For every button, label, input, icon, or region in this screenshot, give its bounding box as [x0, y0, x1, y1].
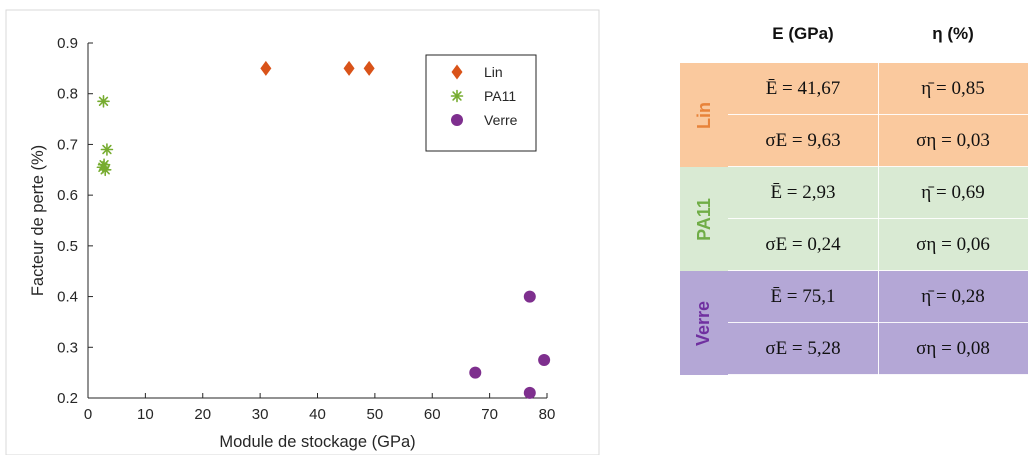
point-lin — [343, 60, 355, 76]
x-tick-label: 70 — [481, 406, 498, 423]
scatter-chart: 0 10 20 30 40 50 60 70 80 0.2 0.3 0.4 0.5 0.6 0.7 0.8 0.… — [5, 9, 600, 455]
group-label-verre: Verre — [680, 271, 728, 375]
point-verre — [523, 290, 536, 303]
cell-verre-eta-0: η̄ = 0,28 — [878, 271, 1028, 323]
stats-table: E (GPa) η (%) Lin Ē = 41,67 η̄ = 0,85 σE = 9,… — [680, 5, 1030, 385]
point-pa11 — [98, 163, 112, 177]
legend-marker-pa11 — [450, 89, 464, 103]
point-verre — [469, 366, 482, 379]
group-band-verre — [680, 271, 1028, 375]
table-header-loss-factor: η (%) — [878, 5, 1028, 63]
legend-label-pa11: PA11 — [484, 88, 516, 104]
legend-box — [425, 54, 537, 152]
cell-lin-eta-0: η̄ = 0,85 — [878, 63, 1028, 115]
legend-label-lin: Lin — [484, 64, 503, 80]
group-label-text: Lin — [693, 101, 714, 129]
point-lin — [363, 60, 375, 76]
group-label-lin: Lin — [680, 63, 728, 167]
axes: 0 10 20 30 40 50 60 70 80 0.2 0.3 0.4 0.5 0.6 0.7 0.8 0.… — [29, 35, 555, 451]
chart-canvas: 0 10 20 30 40 50 60 70 80 0.2 0.3 0.4 0.5 0.6 0.7 0.8 0.… — [5, 9, 600, 455]
point-verre — [538, 353, 551, 366]
series-pa11 — [96, 95, 114, 177]
column-divider — [878, 63, 879, 375]
x-tick-label: 10 — [137, 406, 154, 423]
group-band-lin — [680, 63, 1028, 167]
legend-marker-verre — [451, 114, 463, 126]
x-tick-label: 30 — [252, 406, 269, 423]
series-verre — [469, 290, 551, 399]
group-label-pa11: PA11 — [680, 167, 728, 271]
cell-lin-e-0: Ē = 41,67 — [728, 63, 878, 115]
cell-verre-eta-1: ση = 0,08 — [878, 323, 1028, 375]
table-header-modulus: E (GPa) — [728, 5, 878, 63]
y-tick-label: 0.9 — [57, 35, 78, 52]
asterisk-stroke — [98, 96, 109, 107]
asterisk-stroke — [102, 144, 112, 155]
y-tick-label: 0.7 — [57, 136, 78, 153]
legend: Lin PA11 Verre — [425, 54, 537, 152]
cell-pa11-eta-0: η̄ = 0,69 — [878, 167, 1028, 219]
asterisk-stroke — [100, 165, 110, 175]
cell-lin-e-1: σE = 9,63 — [728, 115, 878, 167]
x-axis-label: Module de stockage (GPa) — [219, 433, 415, 451]
legend-label-verre: Verre — [484, 112, 518, 128]
cell-verre-e-1: σE = 5,28 — [728, 323, 878, 375]
cell-pa11-eta-1: ση = 0,06 — [878, 219, 1028, 271]
point-verre — [523, 386, 536, 399]
group-label-text: PA11 — [693, 197, 714, 241]
legend-marker-lin — [451, 64, 463, 80]
data-marks — [96, 60, 551, 399]
x-tick-label: 40 — [309, 406, 326, 423]
y-tick-label: 0.3 — [57, 339, 78, 356]
point-pa11 — [97, 95, 110, 108]
x-tick-label: 0 — [84, 406, 92, 423]
cell-pa11-e-1: σE = 0,24 — [728, 219, 878, 271]
x-tick-label: 50 — [367, 406, 384, 423]
point-lin — [260, 60, 272, 76]
y-tick-label: 0.4 — [57, 289, 78, 306]
x-tick-label: 80 — [539, 406, 556, 423]
cell-pa11-e-0: Ē = 2,93 — [728, 167, 878, 219]
x-tick-label: 60 — [424, 406, 441, 423]
cell-verre-e-0: Ē = 75,1 — [728, 271, 878, 323]
y-axis-label: Facteur de perte (%) — [29, 145, 47, 296]
y-tick-label: 0.6 — [57, 187, 78, 204]
asterisk-stroke — [452, 91, 462, 101]
group-band-pa11 — [680, 167, 1028, 271]
y-tick-label: 0.5 — [57, 238, 78, 255]
point-pa11 — [100, 143, 114, 156]
cell-lin-eta-1: ση = 0,03 — [878, 115, 1028, 167]
y-tick-label: 0.2 — [57, 390, 78, 407]
series-lin — [260, 60, 375, 76]
y-tick-label: 0.8 — [57, 86, 78, 103]
group-label-text: Verre — [693, 300, 714, 346]
x-tick-label: 20 — [194, 406, 211, 423]
